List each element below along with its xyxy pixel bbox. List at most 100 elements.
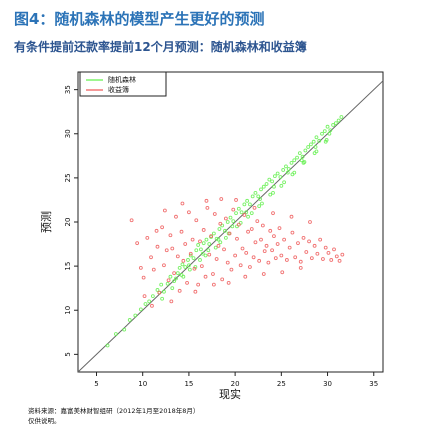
data-point (147, 299, 152, 304)
data-point (203, 274, 208, 279)
x-tick-label: 15 (184, 380, 193, 388)
data-point (329, 258, 334, 262)
data-point (183, 265, 188, 269)
data-point (211, 231, 216, 236)
data-point (259, 187, 263, 192)
data-point (168, 274, 173, 279)
data-point (183, 242, 188, 246)
data-point (209, 234, 213, 239)
data-point (218, 221, 223, 226)
data-point (264, 182, 269, 186)
data-point (196, 243, 201, 247)
data-point (226, 280, 231, 285)
data-point (223, 235, 228, 240)
data-point (264, 243, 269, 248)
data-point (162, 208, 167, 213)
data-point (145, 235, 150, 240)
data-point (271, 211, 275, 216)
data-point (211, 272, 215, 276)
data-point (244, 210, 249, 215)
data-point (275, 171, 280, 176)
data-point (328, 128, 333, 133)
data-point (201, 241, 206, 246)
data-point (214, 257, 219, 261)
data-point (198, 258, 202, 262)
data-point (295, 155, 299, 160)
data-point (242, 202, 247, 207)
data-point (223, 228, 227, 233)
data-point (293, 255, 298, 260)
data-point (218, 240, 223, 245)
legend-label: 收益簿 (108, 85, 129, 94)
data-point (327, 131, 332, 136)
data-point (289, 214, 294, 219)
data-point (162, 263, 166, 268)
data-point (181, 258, 186, 263)
data-point (267, 177, 272, 182)
data-point (272, 184, 276, 189)
data-point (249, 227, 254, 231)
data-point (149, 255, 153, 260)
data-point (113, 332, 118, 336)
data-point (257, 204, 262, 209)
data-point (292, 158, 297, 163)
data-point (122, 327, 127, 332)
data-point (299, 158, 304, 163)
figure-title: 图4：随机森林的模型产生更好的预测 (14, 10, 265, 28)
data-point (199, 264, 204, 269)
data-point (312, 243, 317, 248)
data-point (311, 139, 316, 144)
data-point (248, 265, 252, 269)
data-point (259, 237, 263, 242)
data-point (151, 267, 156, 272)
data-point (282, 237, 287, 242)
data-point (129, 218, 134, 223)
data-point (133, 313, 138, 318)
x-tick-label: 5 (94, 380, 98, 388)
data-point (246, 229, 250, 234)
data-point (256, 194, 261, 199)
data-point (225, 220, 230, 224)
data-point (317, 138, 322, 143)
data-point (331, 123, 335, 127)
data-point (279, 183, 284, 188)
x-tick-label: 30 (323, 380, 332, 388)
y-tick-label: 35 (64, 85, 72, 94)
data-point (143, 302, 148, 306)
data-point (318, 237, 323, 242)
data-point (272, 174, 277, 179)
data-point (250, 194, 255, 199)
data-point (337, 258, 342, 263)
data-point (245, 198, 250, 203)
x-tick-label: 10 (138, 380, 147, 388)
data-point (306, 145, 311, 149)
data-point (192, 266, 197, 271)
axes-layer: 5 10 15 20 25 30 35 5 10 15 20 25 30 35 (64, 85, 378, 388)
data-point (213, 245, 218, 250)
data-point (253, 240, 258, 245)
legend-box (79, 71, 167, 97)
data-point (216, 243, 221, 248)
data-point (268, 192, 273, 197)
data-point (207, 242, 212, 246)
y-tick-label: 10 (64, 306, 72, 315)
data-point (204, 237, 209, 242)
data-point (336, 118, 341, 123)
y-tick-label: 5 (64, 352, 72, 356)
data-point (301, 235, 306, 240)
data-point (320, 131, 324, 136)
illustration-note: 仅供说明。 (28, 417, 61, 425)
data-point (228, 215, 233, 220)
data-point (304, 250, 309, 254)
data-point (282, 180, 287, 185)
data-point (279, 253, 284, 258)
data-point (172, 271, 177, 276)
data-point (292, 170, 297, 175)
data-point (321, 257, 325, 261)
data-point (326, 250, 331, 255)
data-point (309, 256, 314, 261)
data-point (175, 254, 180, 259)
data-point (277, 226, 282, 231)
